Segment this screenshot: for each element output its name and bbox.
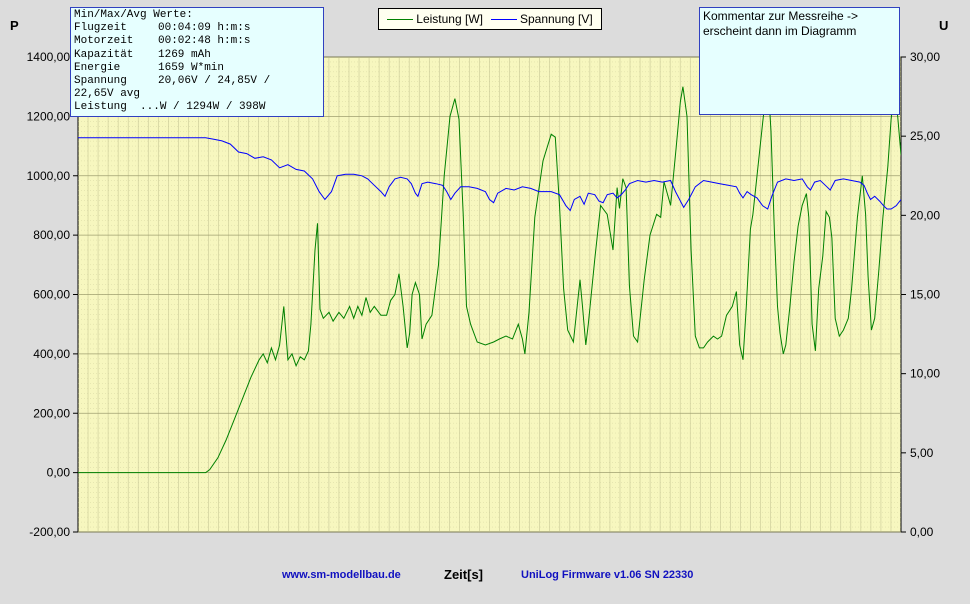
stats-value: 00:04:09 h:m:s — [158, 22, 250, 34]
legend-swatch-leistung — [387, 19, 413, 20]
comment-box: Kommentar zur Messreihe -> erscheint dan… — [699, 7, 900, 115]
y-left-tick-label: -200,00 — [29, 525, 70, 539]
y-right-tick-label: 30,00 — [910, 50, 940, 64]
stats-row-energie: Energie 1659 W*min — [74, 62, 320, 75]
stats-key: Motorzeit — [74, 35, 158, 48]
stats-value: 20,06V / 24,85V / — [158, 75, 270, 87]
stats-heading: Min/Max/Avg Werte: — [74, 9, 320, 22]
stats-row-spannung: Spannung 20,06V / 24,85V / — [74, 75, 320, 88]
legend-item-spannung: Spannung [V] — [491, 12, 593, 26]
legend: Leistung [W] Spannung [V] — [378, 8, 602, 30]
y-left-tick-label: 600,00 — [33, 288, 70, 302]
y-right-tick-label: 25,00 — [910, 129, 940, 143]
stats-row-cut: Leistung ...W / 1294W / 398W — [74, 101, 320, 114]
stats-value: 1659 W*min — [158, 62, 224, 74]
firmware-info: UniLog Firmware v1.06 SN 22330 — [521, 569, 693, 581]
y-left-tick-label: 800,00 — [33, 228, 70, 242]
y-right-tick-label: 5,00 — [910, 446, 934, 460]
stats-box: Min/Max/Avg Werte: Flugzeit 00:04:09 h:m:… — [70, 7, 324, 117]
stats-value: 1269 mAh — [158, 49, 211, 61]
y-right-tick-label: 0,00 — [910, 525, 934, 539]
y-left-tick-label: 0,00 — [47, 466, 71, 480]
legend-label-leistung: Leistung [W] — [416, 12, 483, 26]
y-left-tick-label: 1400,00 — [27, 50, 71, 64]
y-right-tick-label: 20,00 — [910, 208, 940, 222]
comment-line-1: Kommentar zur Messreihe -> — [703, 9, 896, 24]
legend-swatch-spannung — [491, 19, 517, 20]
stats-row-kapazitaet: Kapazität 1269 mAh — [74, 49, 320, 62]
stats-row-continuation: 22,65V avg — [74, 88, 320, 101]
x-axis-title: Zeit[s] — [444, 567, 483, 582]
legend-item-leistung: Leistung [W] — [387, 12, 483, 26]
y-left-tick-label: 400,00 — [33, 347, 70, 361]
legend-label-spannung: Spannung [V] — [520, 12, 593, 26]
stats-key: Spannung — [74, 75, 158, 88]
comment-line-2: erscheint dann im Diagramm — [703, 24, 896, 39]
stats-value: 00:02:48 h:m:s — [158, 35, 250, 47]
stats-row-flugzeit: Flugzeit 00:04:09 h:m:s — [74, 22, 320, 35]
y-left-axis-title: P — [10, 18, 19, 33]
y-right-tick-label: 10,00 — [910, 367, 940, 381]
stats-key: Energie — [74, 62, 158, 75]
stats-row-motorzeit: Motorzeit 00:02:48 h:m:s — [74, 35, 320, 48]
y-left-tick-label: 200,00 — [33, 406, 70, 420]
y-right-axis-title: U — [939, 18, 948, 33]
y-left-tick-label: 1200,00 — [27, 109, 71, 123]
stats-key: Flugzeit — [74, 22, 158, 35]
y-right-tick-label: 15,00 — [910, 288, 940, 302]
stats-key: Kapazität — [74, 49, 158, 62]
y-left-tick-label: 1000,00 — [27, 169, 71, 183]
website-link[interactable]: www.sm-modellbau.de — [282, 569, 401, 581]
